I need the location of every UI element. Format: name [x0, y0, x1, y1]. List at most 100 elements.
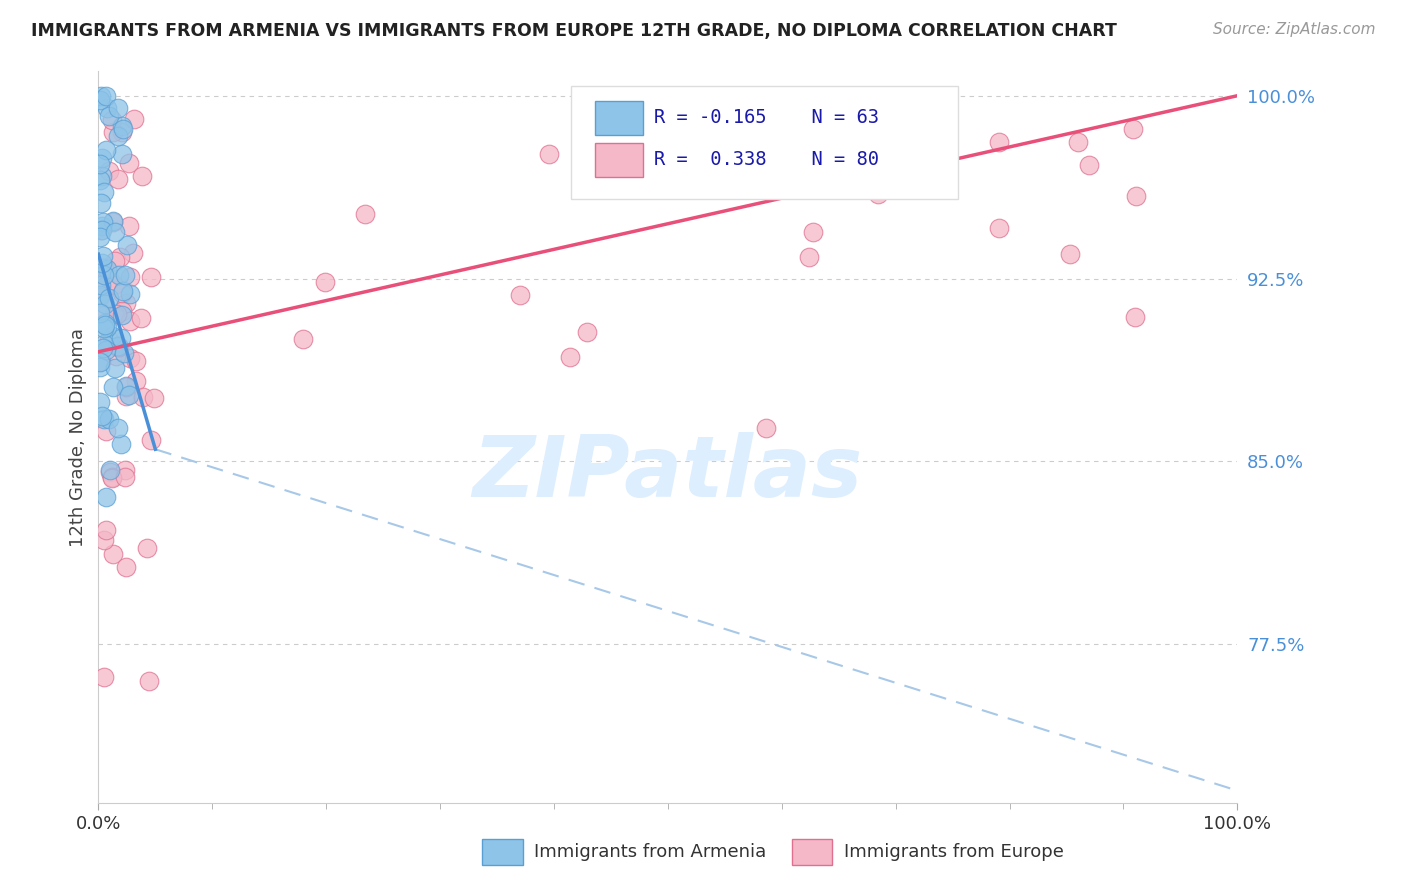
Point: [114, 463, 136, 477]
Point: [89, 229, 111, 244]
Point: [101, 329, 124, 343]
Point: [93, 670, 115, 684]
Point: [141, 269, 163, 284]
Point: [89, 290, 111, 304]
Point: [115, 380, 138, 394]
Point: [98, 465, 121, 479]
Point: [115, 378, 138, 392]
Point: [93, 337, 115, 351]
Point: [107, 339, 129, 353]
Point: [91, 223, 114, 237]
Point: [801, 225, 824, 239]
Point: [94, 316, 117, 330]
Point: [118, 287, 141, 301]
Point: [122, 112, 145, 126]
Point: [96, 343, 118, 358]
Point: [138, 674, 160, 689]
Point: [93, 533, 115, 547]
Point: [97, 333, 120, 347]
Point: [132, 390, 155, 404]
Point: [1122, 121, 1144, 136]
Text: R = -0.165    N = 63: R = -0.165 N = 63: [654, 108, 879, 127]
Point: [101, 379, 124, 393]
Point: [96, 278, 118, 293]
Point: [91, 305, 114, 319]
Point: [103, 308, 125, 322]
Point: [89, 156, 111, 170]
Point: [105, 307, 128, 321]
Y-axis label: 12th Grade, No Diploma: 12th Grade, No Diploma: [69, 327, 87, 547]
Point: [131, 169, 153, 183]
Point: [97, 270, 120, 285]
Point: [107, 340, 129, 354]
Point: [107, 172, 129, 186]
Text: Source: ZipAtlas.com: Source: ZipAtlas.com: [1212, 22, 1375, 37]
Point: [101, 214, 124, 228]
Point: [94, 297, 117, 311]
Point: [1078, 158, 1101, 172]
Point: [866, 187, 889, 202]
Point: [98, 462, 121, 476]
Point: [104, 226, 127, 240]
Point: [93, 185, 115, 199]
Point: [509, 288, 531, 302]
Point: [97, 291, 120, 305]
Point: [91, 151, 114, 165]
Point: [120, 351, 142, 366]
Point: [93, 260, 115, 275]
Point: [107, 421, 129, 435]
Point: [101, 113, 124, 128]
Point: [94, 143, 117, 157]
Text: Immigrants from Europe: Immigrants from Europe: [844, 843, 1063, 861]
Point: [89, 287, 111, 301]
Point: [755, 421, 778, 435]
Point: [104, 349, 127, 363]
Point: [115, 238, 138, 252]
Point: [114, 268, 136, 282]
Point: [96, 524, 118, 538]
Point: [90, 353, 112, 368]
Point: [89, 173, 111, 187]
Text: R =  0.338    N = 80: R = 0.338 N = 80: [654, 150, 879, 169]
Point: [136, 541, 159, 555]
Point: [114, 559, 136, 574]
Point: [101, 471, 124, 485]
Point: [987, 135, 1010, 149]
Point: [98, 412, 121, 426]
Point: [115, 296, 138, 310]
Point: [89, 93, 111, 107]
Point: [702, 136, 724, 151]
Point: [1123, 310, 1146, 324]
Point: [93, 249, 115, 263]
Point: [108, 268, 131, 282]
Point: [797, 250, 820, 264]
Point: [104, 361, 127, 376]
Point: [108, 250, 131, 264]
Point: [120, 314, 142, 328]
Point: [1125, 189, 1147, 203]
Point: [125, 354, 148, 368]
Text: IMMIGRANTS FROM ARMENIA VS IMMIGRANTS FROM EUROPE 12TH GRADE, NO DIPLOMA CORRELA: IMMIGRANTS FROM ARMENIA VS IMMIGRANTS FR…: [31, 22, 1116, 40]
Point: [314, 275, 336, 289]
FancyBboxPatch shape: [571, 86, 959, 200]
Point: [91, 341, 114, 355]
Point: [90, 196, 112, 211]
Point: [97, 109, 120, 123]
Point: [666, 107, 689, 121]
Point: [139, 434, 162, 448]
Point: [783, 153, 806, 167]
Point: [110, 437, 132, 451]
Point: [94, 318, 117, 333]
Point: [96, 262, 118, 277]
Point: [110, 125, 132, 139]
Point: [129, 311, 152, 326]
Point: [90, 169, 112, 183]
Point: [883, 127, 905, 141]
Point: [101, 125, 124, 139]
Point: [143, 391, 166, 405]
Point: [110, 119, 132, 133]
Point: [89, 395, 111, 409]
Point: [114, 389, 136, 403]
Text: Immigrants from Armenia: Immigrants from Armenia: [534, 843, 766, 861]
Point: [1067, 135, 1090, 149]
